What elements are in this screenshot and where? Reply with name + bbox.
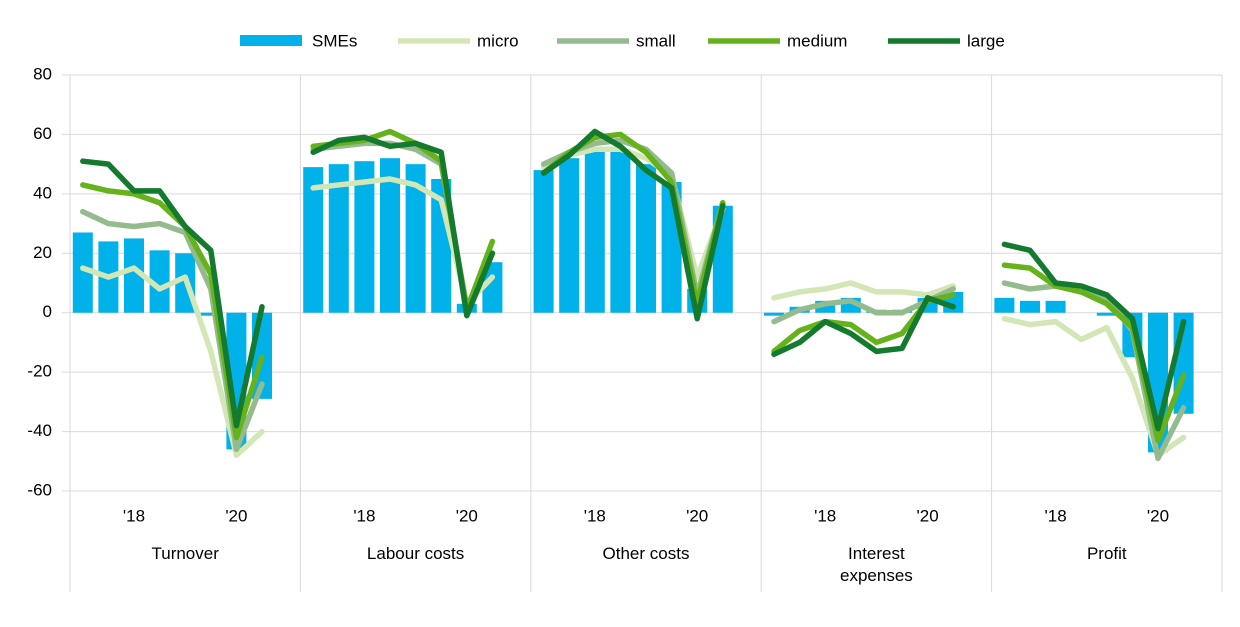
bar — [1045, 300, 1066, 313]
bar — [764, 312, 784, 316]
x-tick-label: '20 — [456, 506, 478, 525]
bar — [559, 158, 580, 313]
bar — [533, 170, 554, 313]
y-tick-label: 0 — [43, 302, 52, 321]
y-tick-label: 40 — [33, 183, 52, 202]
bar — [482, 262, 503, 313]
panel-title: Interest expenses — [840, 544, 913, 585]
bar — [380, 158, 400, 313]
x-tick-label: '18 — [353, 506, 375, 525]
x-tick-label: '18 — [1045, 506, 1067, 525]
bar — [815, 300, 836, 313]
bar — [1096, 312, 1117, 316]
bar — [584, 149, 605, 313]
panel-title: Turnover — [151, 544, 219, 563]
bar — [72, 232, 93, 313]
bar — [328, 164, 349, 313]
y-tick-label: -60 — [27, 480, 52, 499]
bar — [610, 149, 631, 313]
line-series — [771, 295, 956, 358]
line-series — [540, 128, 726, 322]
bar — [1020, 300, 1040, 313]
legend-label: small — [636, 31, 676, 50]
bar — [405, 164, 426, 313]
bar — [303, 167, 324, 313]
y-tick-label: 60 — [33, 124, 52, 143]
line-series — [80, 158, 265, 429]
bar — [354, 161, 375, 313]
legend-label: micro — [477, 31, 519, 50]
x-tick-label: '20 — [225, 506, 247, 525]
line-series — [771, 280, 956, 301]
bar — [124, 238, 144, 313]
line-series — [1001, 241, 1187, 432]
line-series — [310, 134, 496, 319]
x-tick-label: '18 — [814, 506, 836, 525]
y-tick-label: 80 — [33, 64, 52, 83]
panel-title: Profit — [1086, 544, 1127, 563]
legend-label: medium — [787, 31, 847, 50]
x-tick-label: '18 — [584, 506, 606, 525]
bar — [636, 164, 656, 313]
bar — [200, 312, 221, 316]
y-tick-label: -20 — [27, 362, 52, 381]
x-tick-label: '20 — [686, 506, 708, 525]
panel-title: Labour costs — [366, 544, 465, 563]
y-tick-label: -40 — [27, 421, 52, 440]
panel-title: Other costs — [602, 544, 690, 563]
x-tick-label: '20 — [917, 506, 939, 525]
x-tick-label: '20 — [1147, 506, 1169, 525]
legend-label: SMEs — [312, 31, 357, 50]
legend-label: large — [967, 31, 1005, 50]
x-tick-label: '18 — [123, 506, 145, 525]
bar — [149, 250, 170, 313]
bar — [994, 297, 1015, 313]
legend-swatch — [240, 35, 302, 46]
y-tick-label: 20 — [33, 243, 52, 262]
